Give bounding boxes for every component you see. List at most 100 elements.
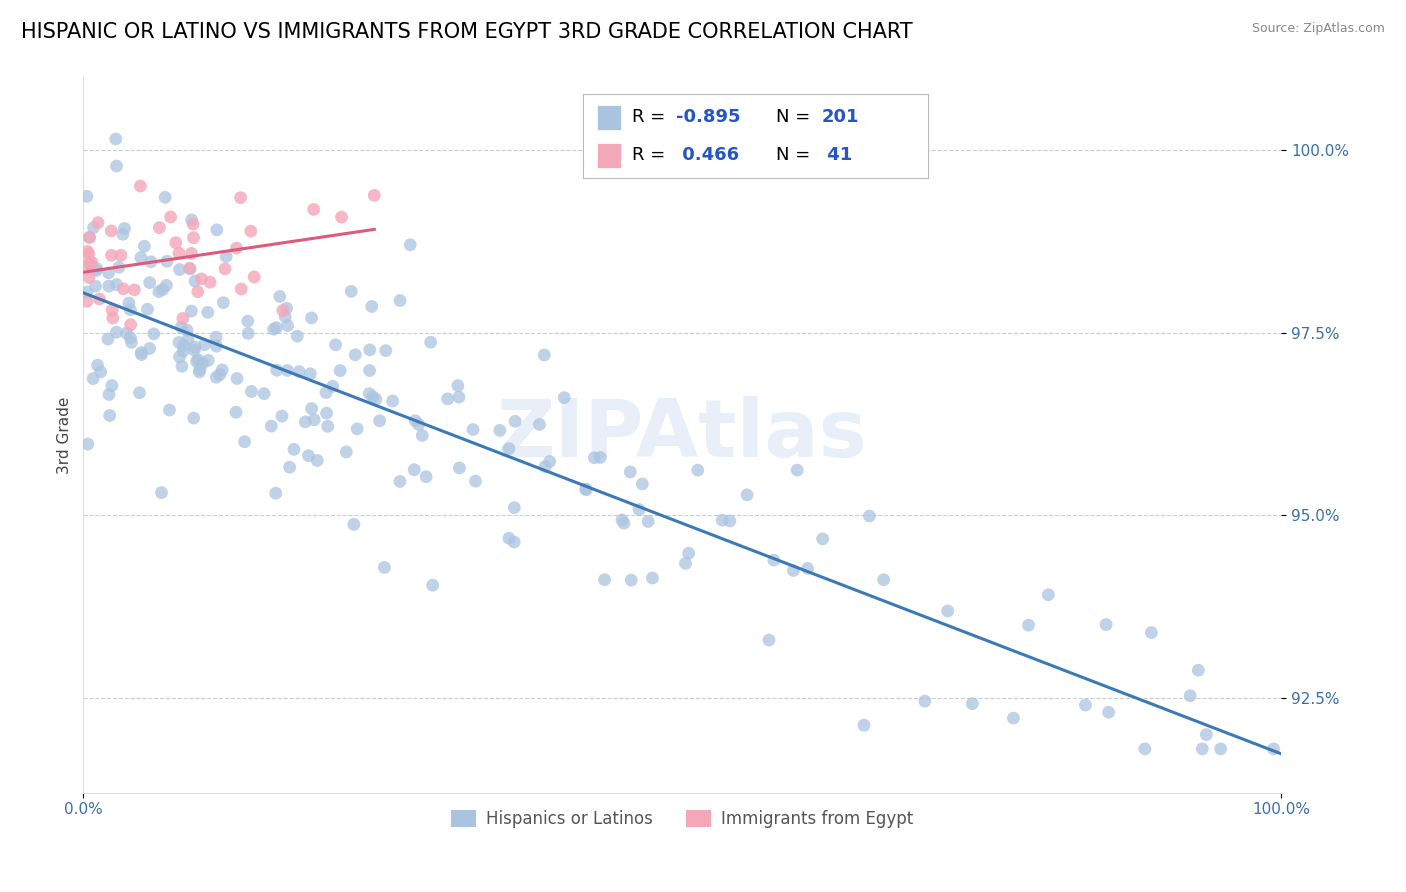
Point — [283, 442, 305, 457]
Point — [404, 414, 426, 428]
Point — [675, 557, 697, 571]
Point — [170, 359, 193, 374]
Point — [297, 449, 319, 463]
Point — [131, 345, 153, 359]
Point — [172, 344, 194, 359]
Point — [260, 419, 283, 434]
Point — [148, 285, 170, 299]
Point — [211, 363, 233, 377]
Point — [359, 386, 381, 401]
Point — [136, 302, 159, 317]
Point — [613, 516, 636, 531]
Point — [115, 326, 138, 340]
Point — [120, 318, 142, 332]
Point — [263, 322, 285, 336]
Point — [239, 224, 262, 238]
Point — [368, 414, 391, 428]
Point — [111, 227, 134, 242]
Point — [461, 423, 484, 437]
Point — [796, 561, 818, 575]
Point — [105, 159, 128, 173]
Point — [87, 216, 110, 230]
Point — [325, 338, 347, 352]
Point — [534, 459, 557, 474]
Point — [628, 502, 651, 516]
Point — [271, 303, 294, 318]
Point — [718, 514, 741, 528]
Point — [304, 413, 326, 427]
Point — [389, 293, 412, 308]
Point — [359, 343, 381, 357]
Point — [167, 335, 190, 350]
Point — [447, 378, 470, 392]
Point — [90, 365, 112, 379]
Point — [180, 304, 202, 318]
Point — [173, 338, 195, 352]
Point — [105, 277, 128, 292]
Point — [533, 348, 555, 362]
Point — [447, 390, 470, 404]
Point — [711, 513, 734, 527]
Point — [872, 573, 894, 587]
Point — [76, 257, 98, 271]
Point — [276, 301, 298, 316]
Point — [1195, 728, 1218, 742]
Point — [128, 385, 150, 400]
Bar — [598, 143, 621, 169]
Point — [172, 311, 194, 326]
Point — [620, 573, 643, 587]
Point — [183, 230, 205, 244]
Point — [811, 532, 834, 546]
Point — [205, 330, 228, 344]
Point — [914, 694, 936, 708]
Point — [1209, 742, 1232, 756]
Point — [179, 261, 201, 276]
Point — [105, 325, 128, 339]
Point — [853, 718, 876, 732]
Point — [344, 348, 367, 362]
Point — [176, 323, 198, 337]
Point — [134, 239, 156, 253]
Point — [231, 282, 253, 296]
Point — [150, 485, 173, 500]
Point — [277, 318, 299, 333]
Point — [198, 275, 221, 289]
Point — [631, 477, 654, 491]
Point — [346, 422, 368, 436]
Point — [315, 406, 337, 420]
Point — [180, 246, 202, 260]
Point — [120, 335, 142, 350]
Point — [363, 188, 385, 202]
Point — [124, 283, 146, 297]
Point — [243, 269, 266, 284]
Point — [167, 246, 190, 260]
Point — [98, 409, 121, 423]
Point — [489, 424, 512, 438]
Point — [110, 248, 132, 262]
Y-axis label: 3rd Grade: 3rd Grade — [58, 396, 72, 474]
Point — [343, 517, 366, 532]
Text: N =: N = — [776, 146, 817, 164]
Point — [225, 405, 247, 419]
Point — [436, 392, 458, 406]
Point — [641, 571, 664, 585]
Point — [240, 384, 263, 399]
Point — [858, 508, 880, 523]
Point — [593, 573, 616, 587]
Point — [184, 340, 207, 354]
Point — [79, 230, 101, 244]
Point — [1018, 618, 1040, 632]
Point — [498, 531, 520, 545]
Point — [148, 220, 170, 235]
Point — [76, 294, 98, 309]
Point — [79, 230, 101, 244]
Point — [129, 179, 152, 194]
Point — [299, 367, 322, 381]
Point — [498, 442, 520, 456]
Text: R =: R = — [631, 108, 671, 126]
Point — [77, 247, 100, 261]
Point — [464, 474, 486, 488]
Point — [77, 270, 100, 285]
Point — [340, 285, 363, 299]
Point — [205, 223, 228, 237]
